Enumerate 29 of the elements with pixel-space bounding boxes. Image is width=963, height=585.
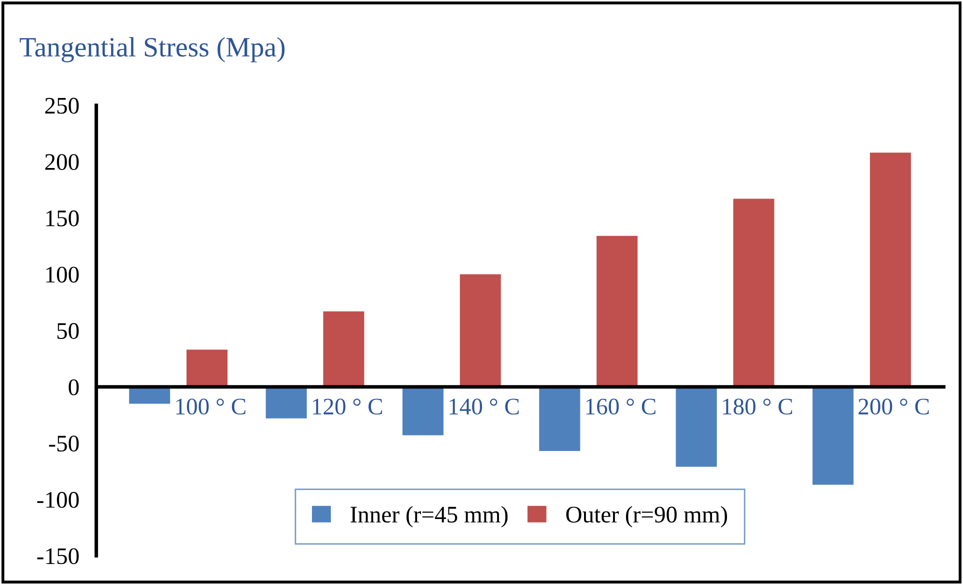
y-tick-label: 100 [46, 266, 79, 283]
bar [323, 311, 364, 387]
x-tick-label: 160 ° C [586, 398, 656, 415]
y-tick-label: 200 [45, 154, 79, 170]
chart-title: Tangential Stress (Mpa) [20, 37, 285, 62]
y-tick-label: 150 [46, 210, 79, 226]
x-tick-label: 140 ° C [450, 398, 519, 415]
legend-label: Outer (r=90 mm) [566, 506, 728, 528]
x-tick-label: 200 ° C [858, 398, 929, 415]
bar [812, 386, 854, 485]
x-tick-label: 180 ° C [723, 398, 792, 415]
y-tick-label: 0 [68, 379, 79, 396]
legend-label: Inner (r=45 mm) [350, 506, 508, 528]
bar [402, 386, 444, 436]
bar [460, 274, 501, 387]
y-tick-label: 50 [57, 323, 79, 339]
bar [870, 152, 911, 387]
y-tick-label: -50 [49, 436, 79, 452]
x-tick-label: 120 ° C [312, 398, 382, 415]
bar [733, 198, 774, 387]
y-tick-label: -100 [37, 492, 79, 508]
bar [676, 386, 717, 467]
bar [596, 236, 638, 387]
bar [266, 386, 307, 418]
y-tick-label: 250 [45, 98, 79, 114]
y-tick-label: -150 [37, 548, 79, 564]
bar [539, 386, 580, 452]
x-tick-label: 100 ° C [176, 398, 246, 415]
bar [186, 350, 228, 387]
